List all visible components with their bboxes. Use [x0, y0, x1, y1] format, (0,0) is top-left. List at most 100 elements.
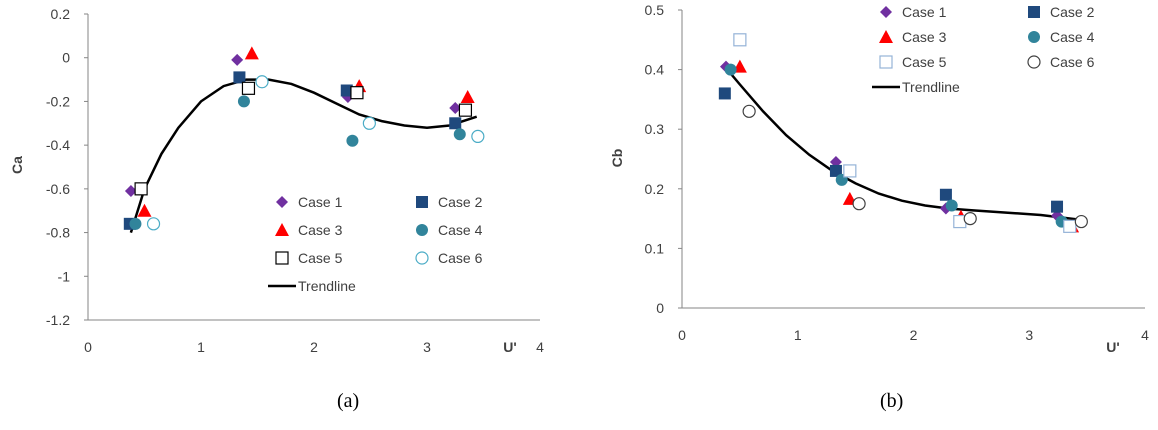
chart-a-data-point [146, 217, 161, 231]
chart-a-legend-label: Case 5 [298, 250, 343, 266]
chart-b-x-axis-title: U' [1106, 339, 1119, 355]
chart-a-data-point [137, 203, 152, 217]
chart-a-x-tick-label: 1 [197, 339, 205, 355]
chart-a-y-tick-label: -0.2 [46, 93, 70, 109]
chart-a-legend-swatch [416, 224, 428, 236]
chart-a-x-tick-label: 0 [84, 339, 92, 355]
chart-a-x-tick-label: 2 [310, 339, 318, 355]
chart-b-legend-label: Case 6 [1050, 54, 1095, 70]
chart-a-data-point [453, 128, 466, 141]
chart-b-y-tick-label: 0.2 [645, 181, 665, 197]
chart-b-legend-label: Case 2 [1050, 4, 1095, 20]
chart-b-y-tick-label: 0.1 [645, 240, 665, 256]
chart-a-legend-swatch [276, 196, 288, 208]
chart-a-y-tick-label: 0.2 [51, 6, 71, 22]
chart-b-legend-label: Case 1 [902, 4, 947, 20]
chart-a-data-point [346, 134, 359, 147]
chart-a-series-5 [134, 81, 473, 196]
chart-b-legend-swatch [880, 6, 892, 18]
chart-b-data-point [963, 212, 977, 226]
chart-a-series-6 [146, 75, 485, 231]
chart-a-y-tick-label: -0.8 [46, 225, 70, 241]
chart-a-legend-swatch [275, 223, 289, 236]
chart-b-y-tick-label: 0.4 [645, 62, 665, 78]
chart-b-y-tick-label: 0.3 [645, 121, 665, 137]
chart-a-legend-swatch [416, 196, 428, 208]
chart-b-legend-swatch [879, 30, 893, 43]
chart-b-legend-label: Case 3 [902, 29, 947, 45]
chart-a-y-tick-label: -1 [58, 268, 71, 284]
chart-b-data-point [742, 104, 756, 118]
chart-b-y-tick-label: 0 [656, 300, 664, 316]
chart-a-data-point [231, 53, 244, 66]
chart-b-data-point [852, 197, 866, 211]
chart-a-legend-label: Trendline [298, 278, 356, 294]
chart-a-y-tick-label: 0 [62, 50, 70, 66]
chart-b-data-point [724, 63, 737, 76]
chart-a-caption: (a) [337, 390, 360, 412]
chart-a-trendline [129, 78, 478, 233]
chart-a-data-point [340, 84, 353, 97]
chart-b-legend-label: Case 4 [1050, 29, 1095, 45]
chart-a-y-axis-title: Ca [9, 156, 25, 174]
chart-a-legend-label: Case 4 [438, 222, 483, 238]
chart-a-panel: 0.2 0 -0.2 -0.4 -0.6 -0.8 -1 -1.2 0 1 2 3 4 Ca U' Case … [0, 0, 580, 425]
chart-a-legend-label: Case 2 [438, 194, 483, 210]
chart-b-y-axis-title: Cb [609, 149, 625, 168]
chart-b-data-point [939, 188, 952, 201]
chart-a-series-3 [137, 46, 475, 217]
chart-a-data-point [233, 71, 246, 84]
chart-a-x-tick-label: 4 [536, 339, 544, 355]
chart-a-y-tick-label: -1.2 [46, 312, 70, 328]
chart-b-legend-label: Case 5 [902, 54, 947, 70]
chart-b-data-point [843, 164, 857, 178]
chart-b-data-point [1074, 214, 1088, 229]
chart-b-data-point [718, 87, 731, 100]
chart-a-data-point [255, 75, 269, 89]
chart-a-x-tick-label: 3 [423, 339, 431, 355]
chart-a-legend-swatch [275, 251, 289, 265]
chart-a-data-point [449, 101, 462, 114]
chart-a-data-point [241, 81, 256, 95]
chart-b-legend-label: Trendline [902, 79, 960, 95]
chart-b-x-tick-label: 0 [678, 327, 686, 343]
chart-b-x-tick-label: 1 [794, 327, 802, 343]
chart-b-caption: (b) [880, 390, 904, 412]
chart-a-data-point [129, 217, 142, 230]
chart-a-series-4 [129, 95, 466, 230]
chart-a-legend-label: Case 6 [438, 250, 483, 266]
chart-b-series-6 [742, 104, 1088, 229]
chart-a-series-2 [123, 71, 462, 230]
chart-a-data-point [350, 86, 364, 100]
chart-a-x-axis-title: U' [503, 339, 516, 355]
chart-a-data-point [362, 116, 376, 130]
chart-b-data-point [1063, 219, 1077, 233]
chart-b: 0.5 0.4 0.3 0.2 0.1 00 1 2 3 4 Cb U' Case 1 Case 2 Cas… [609, 2, 1149, 355]
chart-b-legend-swatch [1028, 31, 1040, 43]
chart-b-legend-swatch [1027, 55, 1041, 69]
chart-b-trendline [723, 65, 1081, 222]
chart-b-legend-swatch [1028, 6, 1040, 18]
chart-a-data-point [460, 90, 475, 104]
chart-b-data-point [829, 164, 842, 177]
chart-a-data-point [237, 95, 250, 108]
chart-b-data-point [939, 202, 952, 215]
chart-a-data-point [458, 103, 473, 117]
chart-a-legend-label: Case 3 [298, 222, 343, 238]
chart-b-x-tick-label: 3 [1025, 327, 1033, 343]
chart-a-data-point [134, 182, 148, 196]
chart-b-y-tick-label: 0.5 [645, 2, 665, 18]
chart-b-x-tick-label: 4 [1141, 327, 1149, 343]
chart-a-legend-swatch [415, 251, 429, 265]
chart-a-y-tick-label: -0.4 [46, 137, 70, 153]
chart-b-data-point [1051, 200, 1064, 213]
chart-b-x-tick-label: 2 [910, 327, 918, 343]
chart-a-data-point [449, 117, 462, 130]
chart-b-data-point [945, 199, 958, 212]
chart-a-y-tick-label: -0.6 [46, 181, 70, 197]
chart-b-panel: 0.5 0.4 0.3 0.2 0.1 0 0 1 2 3 4 Cb U' Case 1 Case 2 Cas… [580, 0, 1158, 425]
chart-b-data-point [733, 33, 747, 47]
chart-a-data-point [244, 46, 259, 60]
chart-b-series-5 [733, 33, 1077, 233]
chart-a-legend-label: Case 1 [298, 194, 343, 210]
